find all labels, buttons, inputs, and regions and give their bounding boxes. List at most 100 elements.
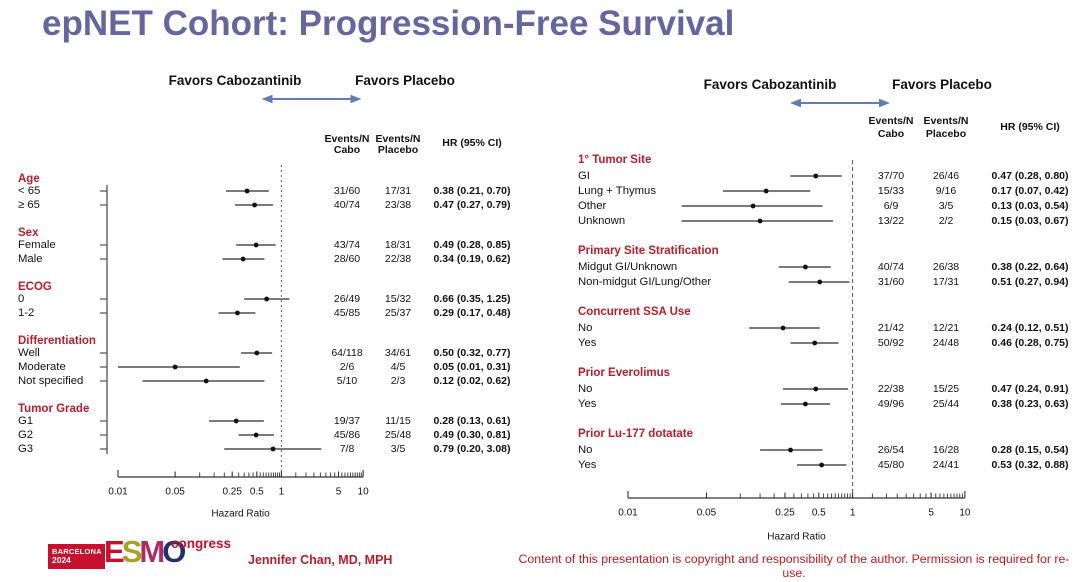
- presenter-name: Jennifer Chan, MD, MPH: [248, 553, 393, 567]
- group-label: Prior Everolimus: [578, 367, 670, 379]
- hr-ci-value: 0.05 (0.01, 0.31): [433, 361, 510, 373]
- column-header: Events/N: [376, 133, 421, 145]
- x-axis-tick-label: 0.25: [222, 487, 242, 498]
- hr-point: [819, 462, 825, 468]
- events-placebo-value: 16/28: [933, 444, 959, 456]
- hr-point: [817, 279, 823, 285]
- events-cabo-value: 21/42: [878, 322, 904, 334]
- hr-ci-value: 0.50 (0.32, 0.77): [433, 347, 510, 359]
- hr-point: [813, 386, 819, 392]
- row-label: Yes: [578, 337, 597, 349]
- favors-direction-arrow: [261, 94, 362, 104]
- forest-plot-left-panel: Favors Cabozantinib Favors Placebo Event…: [14, 70, 548, 560]
- events-cabo-value: 31/60: [878, 276, 904, 288]
- hr-point: [780, 325, 786, 331]
- hr-ci-value: 0.38 (0.22, 0.64): [991, 261, 1068, 273]
- hr-point: [813, 173, 819, 179]
- row-label: Other: [578, 200, 606, 212]
- column-header: Placebo: [378, 144, 418, 156]
- arrow-head-right: [350, 94, 362, 104]
- hr-point: [750, 203, 756, 209]
- events-cabo-value: 6/9: [884, 200, 899, 212]
- events-cabo-value: 40/74: [334, 199, 360, 211]
- x-axis-tick-label: 10: [959, 508, 971, 519]
- hr-point: [270, 446, 276, 452]
- events-cabo-value: 64/118: [331, 347, 362, 359]
- hr-ci-value: 0.47 (0.28, 0.80): [991, 170, 1068, 182]
- hr-ci-value: 0.38 (0.23, 0.63): [991, 398, 1068, 410]
- group-label: Concurrent SSA Use: [578, 306, 691, 318]
- hr-point: [244, 188, 250, 194]
- x-axis-tick-label: 0.05: [165, 487, 185, 498]
- events-placebo-value: 2/2: [939, 215, 954, 227]
- arrow-head-left: [790, 98, 801, 108]
- column-header: Cabo: [334, 144, 360, 156]
- events-placebo-value: 23/38: [385, 199, 411, 211]
- logo-year-text: 2024: [52, 555, 71, 566]
- row-label: No: [578, 383, 592, 395]
- logo-letter-e: E: [104, 534, 125, 569]
- favors-placebo-label: Favors Placebo: [892, 77, 992, 92]
- hr-ci-value: 0.47 (0.24, 0.91): [991, 383, 1068, 395]
- events-placebo-value: 15/25: [933, 383, 959, 395]
- hr-point: [240, 256, 246, 262]
- hr-ci-value: 0.49 (0.28, 0.85): [433, 239, 510, 251]
- row-label: G1: [18, 415, 33, 427]
- x-axis-tick-label: 1: [850, 508, 856, 519]
- events-cabo-value: 7/8: [340, 443, 355, 455]
- x-axis-tick-label: 0.5: [812, 508, 826, 519]
- events-placebo-value: 12/21: [933, 322, 959, 334]
- hr-point: [233, 418, 239, 424]
- group-label: Age: [18, 173, 40, 185]
- hr-point: [788, 447, 793, 453]
- row-label: Male: [18, 253, 43, 265]
- column-header: Placebo: [926, 128, 966, 140]
- hr-ci-value: 0.53 (0.32, 0.88): [991, 459, 1068, 471]
- hr-ci-value: 0.12 (0.02, 0.62): [433, 375, 510, 387]
- copyright-notice: Content of this presentation is copyrigh…: [518, 552, 1070, 580]
- events-placebo-value: 11/15: [385, 415, 411, 427]
- events-cabo-value: 28/60: [334, 253, 360, 265]
- events-cabo-value: 19/37: [334, 415, 360, 427]
- x-axis-tick-label: 0.25: [775, 508, 795, 519]
- row-label: Non-midgut GI/Lung/Other: [578, 276, 711, 288]
- hr-point: [252, 202, 258, 208]
- events-cabo-value: 43/74: [334, 239, 360, 251]
- x-axis-tick-label: 5: [336, 487, 342, 498]
- forest-plot-right-panel: Favors Cabozantinib Favors Placebo Event…: [555, 70, 1080, 562]
- group-label: ECOG: [18, 281, 52, 293]
- row-label: 0: [18, 293, 24, 305]
- events-cabo-value: 15/33: [878, 185, 904, 197]
- column-header: HR (95% CI): [1000, 121, 1060, 133]
- row-label: Not specified: [18, 375, 83, 387]
- column-header: Cabo: [878, 128, 904, 140]
- events-placebo-value: 3/5: [939, 200, 954, 212]
- events-cabo-value: 45/85: [334, 307, 360, 319]
- hr-ci-value: 0.51 (0.27, 0.94): [991, 276, 1068, 288]
- row-label: No: [578, 322, 592, 334]
- row-label: Moderate: [18, 361, 66, 373]
- events-placebo-value: 25/37: [385, 307, 411, 319]
- logo-barcelona-box: BARCELONA 2024: [48, 544, 105, 569]
- hr-ci-value: 0.46 (0.28, 0.75): [991, 337, 1068, 349]
- events-cabo-value: 40/74: [878, 261, 904, 273]
- hr-point: [812, 340, 818, 346]
- events-cabo-value: 37/70: [878, 170, 904, 182]
- events-placebo-value: 17/31: [933, 276, 959, 288]
- x-axis-title: Hazard Ratio: [767, 532, 826, 543]
- hr-ci-value: 0.79 (0.20, 3.08): [433, 443, 510, 455]
- row-label: ≥ 65: [18, 199, 40, 211]
- hr-ci-value: 0.66 (0.35, 1.25): [433, 293, 510, 305]
- events-placebo-value: 9/16: [936, 185, 957, 197]
- hr-point: [253, 432, 259, 438]
- column-header: Events/N: [869, 115, 914, 127]
- hr-point: [757, 218, 763, 224]
- events-placebo-value: 24/48: [933, 337, 959, 349]
- row-label: 1-2: [18, 307, 34, 319]
- hr-point: [264, 296, 270, 302]
- x-axis-title: Hazard Ratio: [211, 509, 270, 520]
- group-label: Prior Lu-177 dotatate: [578, 428, 693, 440]
